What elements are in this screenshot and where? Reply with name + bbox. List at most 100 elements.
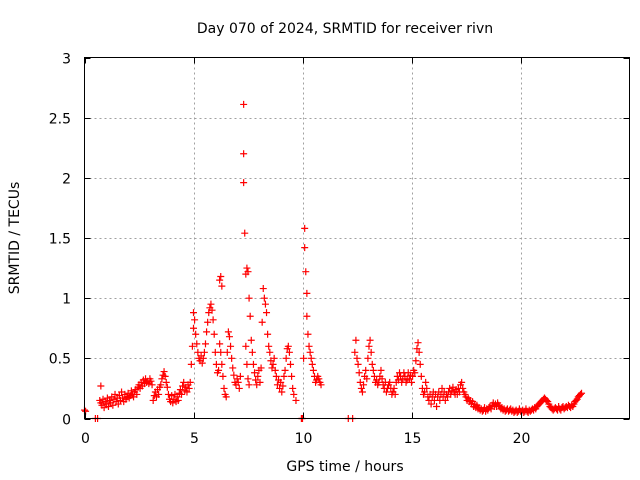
data-point bbox=[301, 224, 309, 232]
data-point bbox=[281, 366, 289, 374]
y-tick-label: 2.5 bbox=[49, 112, 71, 128]
data-point bbox=[308, 360, 316, 368]
data-point bbox=[390, 384, 398, 392]
x-tick-label: 5 bbox=[190, 431, 199, 447]
data-point bbox=[261, 300, 269, 308]
data-point bbox=[230, 371, 238, 379]
data-point bbox=[243, 264, 251, 272]
data-point bbox=[161, 372, 169, 380]
data-point bbox=[217, 273, 225, 281]
data-point bbox=[208, 306, 216, 314]
data-point bbox=[245, 381, 253, 389]
data-point bbox=[458, 378, 466, 386]
data-point bbox=[203, 328, 211, 336]
data-point bbox=[386, 378, 394, 386]
data-point bbox=[223, 348, 231, 356]
data-point bbox=[416, 360, 424, 368]
data-point bbox=[543, 396, 551, 404]
data-point bbox=[290, 390, 298, 398]
data-point bbox=[216, 276, 224, 284]
data-point bbox=[244, 268, 252, 276]
data-point bbox=[180, 378, 188, 386]
data-point bbox=[243, 360, 251, 368]
data-point bbox=[219, 372, 227, 380]
data-point bbox=[354, 360, 362, 368]
y-tick-label: 0 bbox=[62, 413, 71, 429]
data-point bbox=[270, 354, 278, 362]
data-point bbox=[218, 360, 226, 368]
y-axis-label: SRMTID / TECUs bbox=[7, 182, 23, 295]
data-point bbox=[305, 342, 313, 350]
data-point bbox=[109, 401, 117, 409]
axis-ticks bbox=[84, 57, 630, 420]
data-point bbox=[363, 375, 371, 383]
x-tick-label: 0 bbox=[81, 431, 90, 447]
data-point bbox=[254, 372, 262, 380]
data-point bbox=[353, 354, 361, 362]
data-point bbox=[285, 348, 293, 356]
y-tick-label: 1.5 bbox=[49, 232, 71, 248]
data-point bbox=[119, 394, 127, 402]
data-point bbox=[241, 229, 249, 237]
data-point bbox=[307, 354, 315, 362]
data-point bbox=[258, 318, 266, 326]
data-point bbox=[304, 330, 312, 338]
x-tick-labels: 0 5 10 15 20 bbox=[81, 431, 530, 447]
data-point bbox=[303, 289, 311, 297]
data-point bbox=[301, 244, 309, 252]
y-tick-labels: 0 0.5 1 1.5 2 2.5 3 bbox=[49, 52, 71, 429]
data-point bbox=[251, 369, 259, 377]
data-point bbox=[240, 100, 248, 108]
grid-lines bbox=[84, 57, 630, 419]
data-point bbox=[292, 396, 300, 404]
data-point bbox=[441, 396, 449, 404]
data-point bbox=[147, 377, 155, 385]
data-point bbox=[220, 384, 228, 392]
data-point bbox=[358, 388, 366, 396]
data-point bbox=[192, 330, 200, 338]
data-point bbox=[415, 348, 423, 356]
data-point bbox=[576, 390, 584, 398]
data-point bbox=[188, 342, 196, 350]
data-point bbox=[249, 360, 257, 368]
data-point bbox=[207, 300, 215, 308]
data-point bbox=[174, 396, 182, 404]
data-point bbox=[246, 312, 254, 320]
chart-title: Day 070 of 2024, SRMTID for receiver riv… bbox=[197, 21, 493, 37]
x-axis-label: GPS time / hours bbox=[286, 459, 403, 475]
data-point bbox=[271, 366, 279, 374]
data-point bbox=[198, 359, 206, 367]
data-point bbox=[209, 316, 217, 324]
data-point bbox=[210, 330, 218, 338]
data-point bbox=[247, 336, 255, 344]
data-point bbox=[229, 364, 237, 372]
data-point bbox=[100, 404, 108, 412]
x-tick-label: 10 bbox=[295, 431, 313, 447]
data-point bbox=[200, 348, 208, 356]
data-point bbox=[236, 372, 244, 380]
data-point bbox=[176, 386, 184, 394]
data-point bbox=[413, 345, 421, 353]
data-point bbox=[185, 384, 193, 392]
data-point bbox=[360, 381, 368, 389]
data-point bbox=[369, 366, 377, 374]
data-point bbox=[391, 390, 399, 398]
data-point bbox=[378, 375, 386, 383]
data-point bbox=[157, 381, 165, 389]
data-point bbox=[309, 366, 317, 374]
data-point bbox=[179, 382, 187, 390]
x-tick-label: 15 bbox=[404, 431, 422, 447]
data-point bbox=[248, 348, 256, 356]
data-point bbox=[280, 372, 288, 380]
data-point bbox=[265, 342, 273, 350]
data-point bbox=[409, 372, 417, 380]
data-point bbox=[302, 268, 310, 276]
data-markers bbox=[81, 100, 586, 422]
data-point bbox=[351, 348, 359, 356]
data-point bbox=[227, 342, 235, 350]
data-point bbox=[365, 342, 373, 350]
data-point bbox=[282, 354, 290, 362]
data-point bbox=[240, 150, 248, 158]
data-point bbox=[160, 368, 168, 376]
data-point bbox=[367, 348, 375, 356]
